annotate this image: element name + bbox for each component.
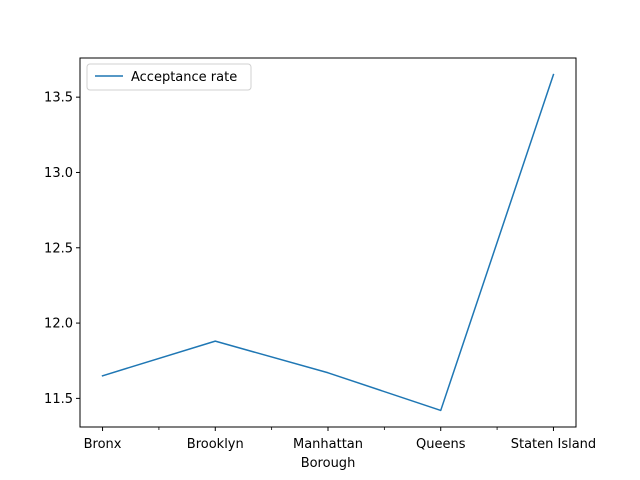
series-layer [101,73,555,412]
y-tick-label: 13.5 [44,91,73,106]
x-tick-label: Bronx [84,437,122,452]
x-tick-label: Brooklyn [187,437,244,452]
y-axis: 11.5 12.0 12.5 13.0 13.5 [44,91,80,407]
y-tick-label: 12.5 [44,241,73,256]
y-tick-label: 13.0 [44,166,73,181]
x-axis: Bronx Brooklyn Manhattan Queens Staten Islan… [84,427,596,452]
plot-area [79,57,577,428]
x-tick-label: Manhattan [293,437,363,452]
legend: Acceptance rate [86,63,252,91]
x-tick-label: Queens [416,437,466,452]
x-axis-label: Borough [301,456,356,471]
legend-box [86,63,252,91]
series-line [101,73,555,412]
y-tick-label: 12.0 [44,317,73,332]
y-tick-label: 11.5 [44,392,73,407]
x-tick-label: Staten Island [511,437,596,452]
legend-label: Acceptance rate [131,70,237,85]
